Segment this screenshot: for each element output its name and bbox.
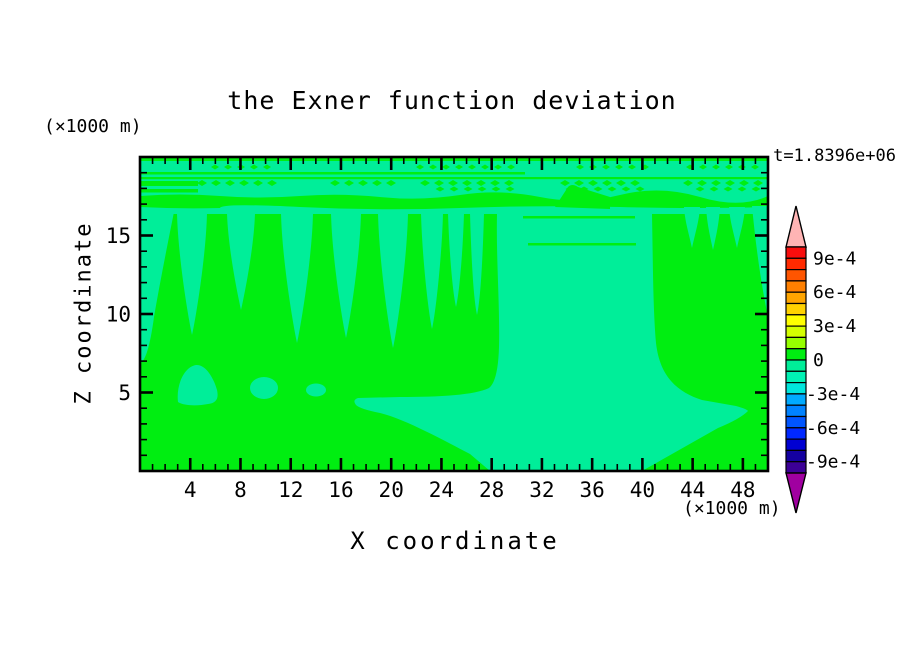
colorbar-segment — [785, 438, 807, 452]
axes-frame — [138, 155, 770, 473]
x-tick-label: 32 — [529, 478, 554, 502]
colorbar-segment — [785, 291, 807, 305]
colorbar-segment — [785, 427, 807, 440]
colorbar-segment — [785, 370, 807, 384]
colorbar-segment — [785, 393, 807, 406]
x-tick-label: 48 — [730, 478, 755, 502]
colorbar-tick-label: 3e-4 — [813, 316, 856, 337]
colorbar-segment — [785, 302, 807, 316]
y-tick-label: 5 — [118, 381, 131, 405]
colorbar-segment — [785, 269, 807, 282]
colorbar-tick-label: -6e-4 — [806, 418, 860, 439]
x-axis-title: X coordinate — [350, 527, 560, 555]
x-tick-label: 8 — [234, 478, 247, 502]
colorbar-segment — [785, 314, 807, 327]
colorbar-tick-label: 9e-4 — [813, 248, 856, 269]
colorbar-top-arrow — [785, 205, 807, 248]
colorbar-tick-label: 6e-4 — [813, 282, 856, 303]
colorbar-segment — [785, 246, 807, 259]
x-tick-label: 12 — [278, 478, 303, 502]
x-tick-label: 20 — [379, 478, 404, 502]
x-tick-label: 4 — [184, 478, 197, 502]
x-tick-label: 44 — [680, 478, 705, 502]
colorbar-tick-label: -3e-4 — [806, 384, 860, 405]
x-tick-label: 24 — [429, 478, 454, 502]
y-tick-label: 10 — [106, 303, 131, 327]
colorbar-segment — [785, 325, 807, 339]
colorbar-segment — [785, 280, 807, 293]
colorbar-segment — [785, 348, 807, 361]
time-annotation: t=1.8396e+06 — [773, 146, 896, 166]
x-tick-label: 40 — [630, 478, 655, 502]
colorbar-tick-label: -9e-4 — [806, 452, 860, 473]
colorbar-segment — [785, 359, 807, 372]
colorbar-segment — [785, 461, 807, 474]
chart-title: the Exner function deviation — [227, 86, 677, 115]
colorbar-tick-label: 0 — [813, 350, 824, 371]
x-tick-label: 28 — [479, 478, 504, 502]
colorbar-segment — [785, 257, 807, 271]
colorbar: 9e-4 6e-4 3e-4 0 -3e-4 -6e-4 -9e-4 — [785, 205, 860, 514]
colorbar-bottom-arrow — [785, 472, 807, 514]
colorbar-segment — [785, 415, 807, 429]
colorbar-segment — [785, 404, 807, 418]
colorbar-segment — [785, 382, 807, 395]
y-tick-label: 15 — [106, 224, 131, 248]
x-axis-unit-label: (×1000 m) — [683, 498, 781, 519]
colorbar-segment — [785, 449, 807, 463]
contour-field — [140, 157, 768, 471]
x-tick-label: 36 — [580, 478, 605, 502]
x-tick-label: 16 — [328, 478, 353, 502]
y-axis-unit-label: (×1000 m) — [44, 116, 142, 137]
colorbar-segment — [785, 336, 807, 350]
